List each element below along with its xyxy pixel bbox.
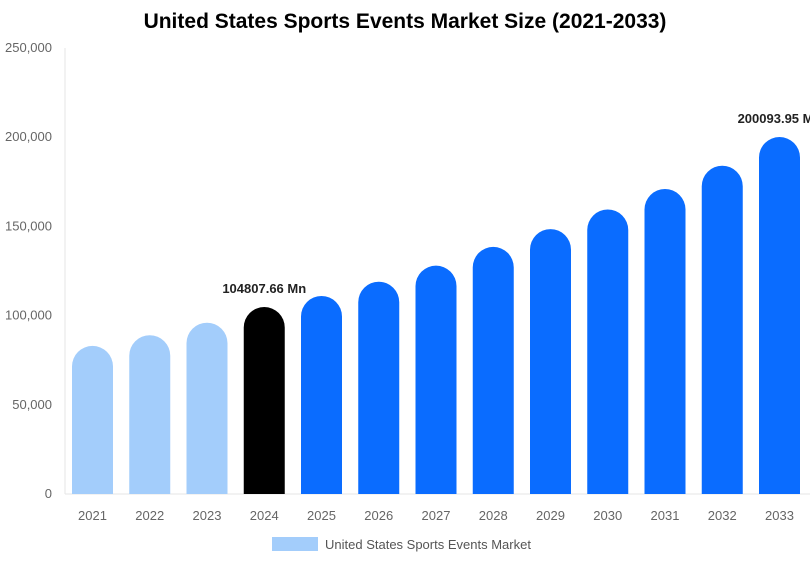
y-tick-label: 100,000 [5,308,52,323]
bar-2029 [530,229,571,494]
data-label: 104807.66 Mn [222,281,306,296]
x-tick-label: 2028 [479,508,508,523]
x-tick-label: 2025 [307,508,336,523]
bar-2032 [701,165,743,494]
bar-2025 [301,295,342,494]
legend-label: United States Sports Events Market [325,537,531,552]
bar-2021 [72,345,113,494]
bars [72,137,800,494]
x-tick-label: 2021 [78,508,107,523]
bar-2030 [587,209,629,494]
y-tick-label: 200,000 [5,129,52,144]
chart-title: United States Sports Events Market Size … [143,10,667,33]
bar-2026 [358,281,400,494]
x-tick-label: 2029 [536,508,565,523]
y-tick-label: 0 [45,486,52,501]
legend-swatch [272,537,318,551]
legend: United States Sports Events Market [272,537,531,552]
x-tick-label: 2027 [422,508,451,523]
y-axis-ticks: 0 50,000 100,000 150,000 200,000 250,000 [5,40,52,501]
bar-2027 [415,265,457,494]
data-label: 200093.95 Mn [738,111,810,126]
x-tick-label: 2023 [193,508,222,523]
x-tick-label: 2030 [593,508,622,523]
x-tick-label: 2033 [765,508,794,523]
y-tick-label: 50,000 [12,397,52,412]
bar-2022 [129,335,171,494]
x-tick-label: 2032 [708,508,737,523]
bar-2033 [759,137,800,494]
bar-2031 [644,188,686,494]
bar-2023 [186,322,228,494]
x-tick-label: 2022 [135,508,164,523]
x-axis-ticks: 2021 2022 2023 2024 2025 2026 2027 2028 2029 2030… [78,508,794,523]
bar-2024 [243,307,285,494]
y-tick-label: 250,000 [5,40,52,55]
bar-2028 [472,246,514,494]
x-tick-label: 2031 [651,508,680,523]
x-tick-label: 2026 [364,508,393,523]
data-labels: 104807.66 Mn 200093.95 Mn [222,111,810,296]
y-tick-label: 150,000 [5,218,52,233]
x-tick-label: 2024 [250,508,279,523]
